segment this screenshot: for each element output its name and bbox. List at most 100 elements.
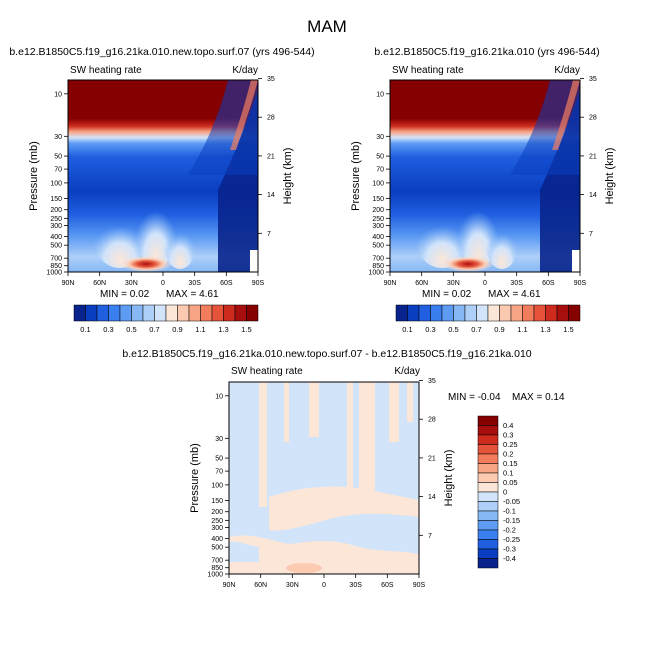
colorbar-label: 0.1 xyxy=(503,469,513,478)
y-tick-label: 1000 xyxy=(368,270,384,277)
y-tick-label: 30 xyxy=(215,436,223,443)
colorbar-swatch xyxy=(476,304,489,322)
panel-top-left: b.e12.B1850C5.f19_g16.21ka.010.new.topo.… xyxy=(9,46,314,334)
height-tick-label: 14 xyxy=(428,494,436,501)
axes: 1030507010015020025030040050070085010003… xyxy=(207,378,435,589)
colorbar-label: 0.3 xyxy=(503,431,513,440)
colorbar-label: -0.15 xyxy=(503,516,520,525)
colorbar-swatch xyxy=(556,304,569,322)
colorbar-swatch xyxy=(119,304,132,322)
x-tick-label: 30N xyxy=(447,280,460,287)
colorbar-swatch xyxy=(477,558,499,569)
y-tick-label: 30 xyxy=(54,134,62,141)
colorbar-label: -0.05 xyxy=(503,497,520,506)
colorbar-label: 0.4 xyxy=(503,421,513,430)
colorbar-swatch xyxy=(407,304,420,322)
colorbar-swatch xyxy=(223,304,236,322)
colorbar-swatch xyxy=(453,304,466,322)
x-tick-label: 30N xyxy=(286,582,299,589)
left-string: SW heating rate xyxy=(392,65,464,76)
colorbar-swatch xyxy=(96,304,109,322)
x-tick-label: 0 xyxy=(483,280,487,287)
colorbar-label: 1.1 xyxy=(195,325,205,334)
right-string: K/day xyxy=(554,65,580,76)
height-tick-label: 35 xyxy=(267,76,275,83)
y-tick-label: 400 xyxy=(211,536,223,543)
y-tick-label: 50 xyxy=(215,456,223,463)
y-axis-label: Pressure (mb) xyxy=(350,141,362,211)
colorbar-swatch xyxy=(477,539,499,550)
colorbar-label: 1.3 xyxy=(218,325,228,334)
colorbar-label: 0.1 xyxy=(402,325,412,334)
y-tick-label: 400 xyxy=(50,234,62,241)
y-tick-label: 10 xyxy=(215,393,223,400)
colorbar-swatch xyxy=(441,304,454,322)
colorbar-swatch xyxy=(165,304,178,322)
y-tick-label: 500 xyxy=(372,243,384,250)
colorbar-swatch xyxy=(477,529,499,540)
height-tick-label: 35 xyxy=(428,378,436,385)
colorbar-swatch xyxy=(477,548,499,559)
colorbar-swatch xyxy=(246,304,259,322)
colorbar-swatch xyxy=(510,304,523,322)
contour-plot xyxy=(67,79,259,273)
colorbar-swatch xyxy=(200,304,213,322)
y-tick-label: 100 xyxy=(211,482,223,489)
panel-title: b.e12.B1850C5.f19_g16.21ka.010.new.topo.… xyxy=(9,46,314,58)
height-tick-label: 14 xyxy=(589,192,597,199)
colorbar-swatch xyxy=(477,520,499,531)
colorbar-swatch xyxy=(477,501,499,512)
x-tick-label: 90S xyxy=(413,582,426,589)
panel-title: b.e12.B1850C5.f19_g16.21ka.010 (yrs 496-… xyxy=(374,46,599,58)
colorbar-label: 0.5 xyxy=(126,325,136,334)
colorbar-swatch xyxy=(533,304,546,322)
min-label: MIN = -0.04 xyxy=(448,392,501,403)
colorbar-swatch xyxy=(234,304,247,322)
colorbar-label: 0.25 xyxy=(503,440,518,449)
y-tick-label: 150 xyxy=(211,498,223,505)
colorbar-label: -0.1 xyxy=(503,507,516,516)
panel-bottom: b.e12.B1850C5.f19_g16.21ka.010.new.topo.… xyxy=(122,348,565,589)
colorbar-swatch xyxy=(477,453,499,464)
x-tick-label: 90N xyxy=(384,280,397,287)
y-tick-label: 1000 xyxy=(207,572,223,579)
left-string: SW heating rate xyxy=(231,366,303,377)
colorbar-label: 0.9 xyxy=(494,325,504,334)
right-string: K/day xyxy=(394,366,420,377)
y-tick-label: 300 xyxy=(211,525,223,532)
x-tick-label: 60S xyxy=(220,280,233,287)
y-tick-label: 10 xyxy=(376,91,384,98)
colorbar-swatch xyxy=(477,425,499,436)
height-tick-label: 14 xyxy=(267,192,275,199)
y-tick-label: 10 xyxy=(54,91,62,98)
y-tick-label: 850 xyxy=(211,565,223,572)
max-label: MAX = 4.61 xyxy=(488,289,541,300)
colorbar-swatch xyxy=(131,304,144,322)
y-tick-label: 250 xyxy=(50,216,62,223)
colorbar-swatch xyxy=(211,304,224,322)
contour-plot xyxy=(389,79,581,273)
y-tick-label: 250 xyxy=(372,216,384,223)
colorbar-swatch xyxy=(85,304,98,322)
colorbar-label: 0 xyxy=(503,488,507,497)
x-tick-label: 30S xyxy=(188,280,201,287)
y-tick-label: 700 xyxy=(372,256,384,263)
y-tick-label: 300 xyxy=(372,223,384,230)
min-label: MIN = 0.02 xyxy=(100,289,150,300)
colorbar-label: -0.3 xyxy=(503,545,516,554)
colorbar-swatch xyxy=(477,510,499,521)
colorbar-swatch xyxy=(395,304,408,322)
y-tick-label: 150 xyxy=(50,196,62,203)
colorbar-swatch xyxy=(418,304,431,322)
colorbar-swatch xyxy=(477,415,499,426)
colorbar-label: 0.15 xyxy=(503,459,518,468)
axes: 1030507010015020025030040050070085010003… xyxy=(368,76,596,287)
y-axis-label: Pressure (mb) xyxy=(189,443,201,513)
height-tick-label: 7 xyxy=(589,231,593,238)
colorbar-label: 1.5 xyxy=(241,325,251,334)
colorbar-swatch xyxy=(73,304,86,322)
y-tick-label: 100 xyxy=(50,180,62,187)
colorbar-label: 1.5 xyxy=(563,325,573,334)
height-tick-label: 28 xyxy=(589,115,597,122)
colorbar-label: 0.7 xyxy=(471,325,481,334)
